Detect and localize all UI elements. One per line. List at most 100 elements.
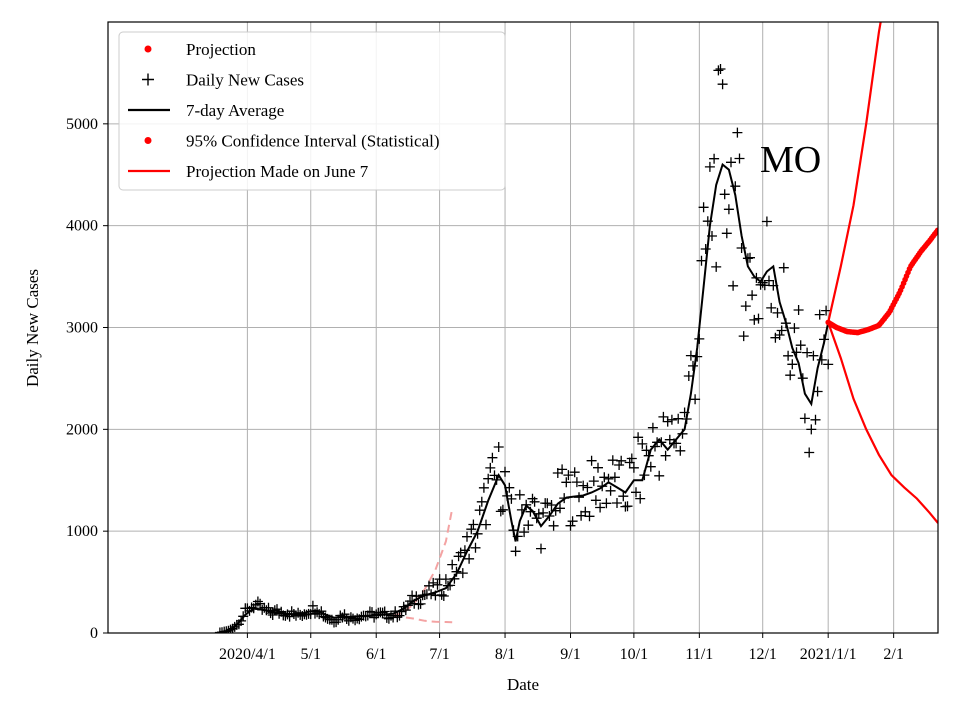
legend-label: Daily New Cases [186,71,304,90]
confidence-lower-line [827,322,938,524]
daily-case-marker [335,610,346,621]
x-tick-label: 7/1 [429,646,449,663]
daily-case-marker [804,447,815,458]
daily-case-marker [761,216,772,227]
daily-cases-layer [214,64,834,633]
daily-case-marker [772,307,783,318]
daily-case-marker [605,485,616,496]
daily-case-marker [654,470,665,481]
daily-case-marker [582,482,593,493]
daily-case-marker [612,498,622,508]
daily-case-marker [464,553,475,564]
daily-case-marker [466,524,477,535]
daily-case-marker [415,598,426,609]
legend-label: 7-day Average [186,101,284,120]
daily-case-marker [764,275,774,286]
daily-case-marker [711,261,722,272]
daily-case-marker [609,472,620,483]
x-tick-label: 11/1 [685,646,713,663]
daily-case-marker [635,493,646,504]
legend-plus-icon [142,73,154,86]
daily-case-marker [557,464,568,475]
daily-case-marker [696,255,707,266]
daily-case-marker [673,413,684,424]
daily-case-marker [546,500,557,510]
y-tick-label: 3000 [66,320,98,337]
y-tick-label: 5000 [66,116,98,133]
daily-case-marker [252,596,263,607]
daily-case-marker [567,516,578,527]
daily-case-marker [633,432,644,443]
daily-case-marker [776,325,787,336]
daily-case-marker [569,467,580,478]
daily-case-marker [622,501,633,512]
daily-case-marker [548,520,559,531]
daily-case-marker [637,438,648,449]
daily-case-marker [799,413,810,424]
daily-case-marker [715,64,726,74]
daily-case-marker [394,610,405,621]
daily-case-marker [618,491,629,502]
daily-case-marker [468,519,479,530]
x-tick-label: 2021/1/1 [800,646,857,663]
daily-case-marker [563,470,574,481]
projection-point [934,227,938,234]
daily-case-marker [808,350,819,361]
daily-case-marker [493,442,504,452]
daily-case-marker [732,127,743,138]
daily-case-marker [814,309,825,320]
legend-dot-icon [144,137,152,144]
daily-case-marker [685,350,696,361]
daily-case-marker [738,331,749,342]
legend-item: Projection Made on June 7 [128,162,369,181]
daily-case-marker [787,359,798,370]
daily-case-marker [719,189,730,200]
legend-label: 95% Confidence Interval (Statistical) [186,132,440,151]
daily-case-marker [438,591,449,601]
daily-case-marker [740,301,751,312]
daily-case-marker [616,455,627,466]
x-tick-label: 12/1 [748,646,776,663]
daily-case-marker [810,414,821,425]
daily-case-marker [455,547,466,558]
daily-case-marker [440,574,451,585]
daily-case-marker [497,504,508,515]
legend-item: 95% Confidence Interval (Statistical) [144,132,440,151]
daily-case-marker [485,462,496,473]
daily-case-marker [793,305,804,315]
daily-case-marker [802,347,813,358]
daily-case-marker [662,416,673,427]
daily-case-marker [432,579,443,590]
daily-case-marker [580,506,591,517]
daily-case-marker [816,354,827,365]
daily-case-marker [749,314,760,325]
daily-case-marker [533,508,544,519]
june7-projection-layer [392,508,454,624]
daily-case-marker [536,543,546,554]
daily-case-marker [730,181,741,192]
daily-case-marker [386,610,396,621]
june7-projection-upper-line [392,508,454,617]
daily-case-marker [595,502,606,513]
daily-case-marker [483,473,494,484]
daily-case-marker [436,589,447,600]
daily-case-marker [628,462,639,473]
daily-case-marker [666,414,677,425]
daily-case-marker [593,462,603,473]
daily-case-marker [770,332,781,343]
daily-case-marker [510,546,521,557]
projection-layer [825,227,938,336]
daily-case-marker [726,157,736,168]
daily-case-marker [478,482,489,493]
x-axis-title: Date [507,675,539,694]
daily-case-marker [789,323,800,334]
confidence-interval-layer [827,22,938,524]
legend-item: 7-day Average [128,101,284,120]
daily-case-marker [631,487,641,498]
daily-case-marker [474,505,485,516]
daily-case-marker [588,476,599,487]
daily-case-marker [447,559,458,570]
daily-case-marker [578,480,589,491]
daily-case-marker [495,506,506,517]
